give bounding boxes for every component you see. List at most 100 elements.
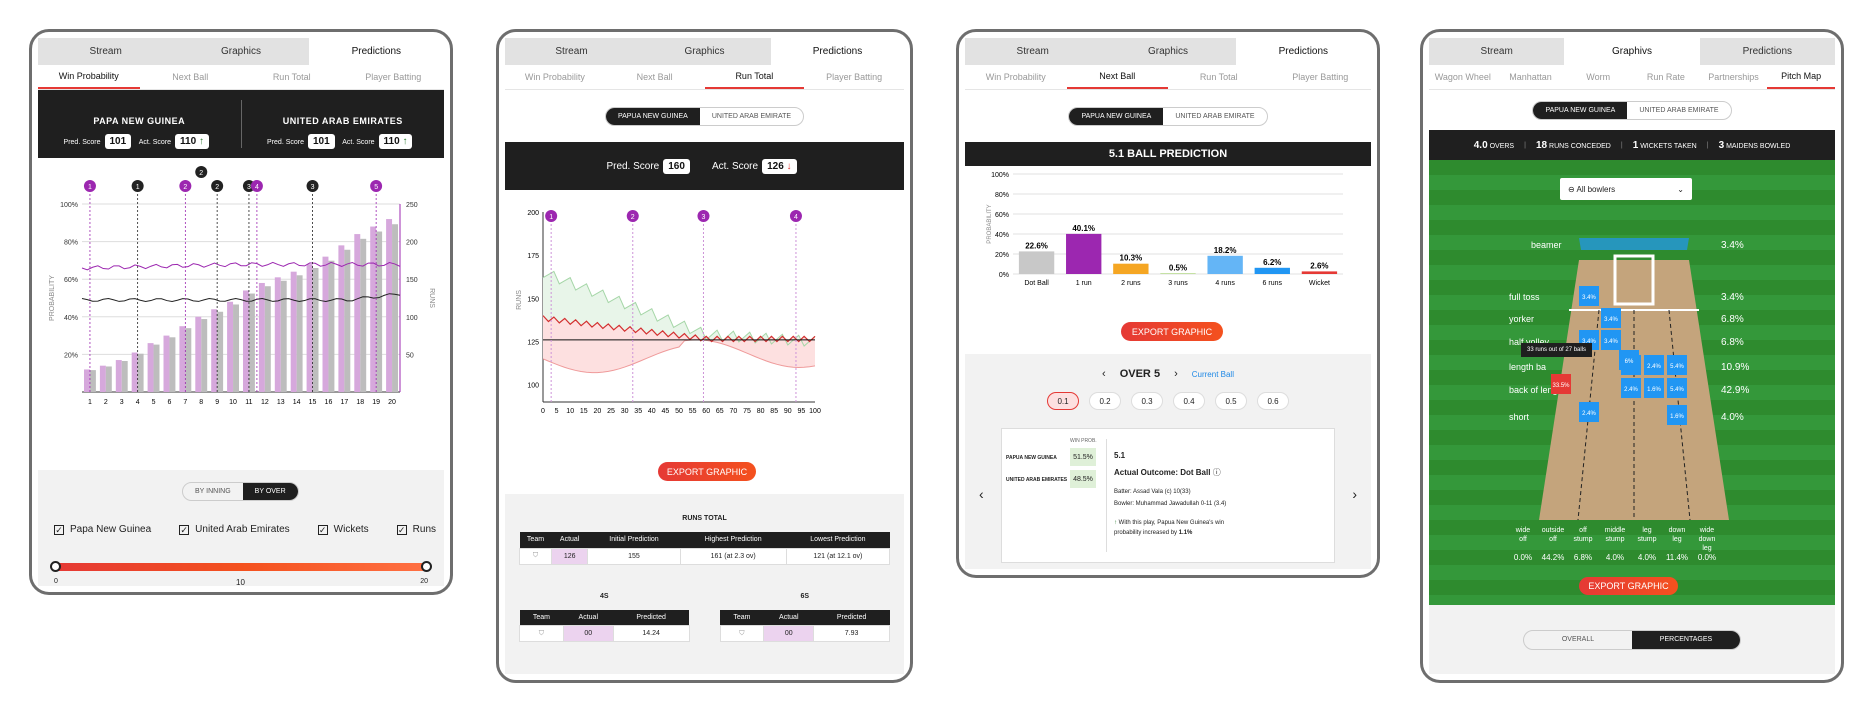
runs-bar-alt <box>217 311 224 392</box>
arrow-up-icon: ↑ <box>198 136 204 147</box>
team-uae-button[interactable]: UNITED ARAB EMIRATE <box>711 112 792 120</box>
checkbox-runs[interactable]: ✓ Runs <box>396 524 437 535</box>
subtab-player-batting[interactable]: Player Batting <box>826 72 883 82</box>
y-tick-label: 80% <box>995 192 1009 199</box>
subtab-worm[interactable]: Worm <box>1586 72 1611 82</box>
runs-bar-alt <box>296 275 303 392</box>
card-prev-icon[interactable]: ‹ <box>979 486 984 502</box>
subtab-win-probability[interactable]: Win Probability <box>985 72 1046 82</box>
team-png-button[interactable]: PAPUA NEW GUINEA <box>1069 107 1164 125</box>
checkbox-png[interactable]: ✓ Papa New Guinea <box>54 524 152 535</box>
card-next-icon[interactable]: › <box>1352 486 1357 502</box>
ball-button[interactable]: 0.4 <box>1173 392 1205 410</box>
subtab-win-probability[interactable]: Win Probability <box>38 65 140 89</box>
x-tick-label: 6 runs <box>1263 280 1283 287</box>
overall-button[interactable]: OVERALL <box>1561 636 1595 643</box>
pitch-cell-label: 1.6% <box>1647 387 1661 393</box>
score-header: PAPA NEW GUINEA Pred. Score 101 Act. Scor… <box>38 90 444 158</box>
bowler-dropdown[interactable]: ⊖ All bowlers ⌄ <box>1560 178 1692 200</box>
subtab-pitch-map[interactable]: Pitch Map <box>1767 65 1835 89</box>
subtab-player-batting[interactable]: Player Batting <box>365 72 422 82</box>
wicket-marker <box>370 180 383 192</box>
wicket-marker-label: 4 <box>794 214 798 221</box>
export-graphic-button[interactable]: EXPORT GRAPHIC <box>1579 577 1678 595</box>
tab-stream[interactable]: Stream <box>1016 46 1049 57</box>
ball-button[interactable]: 0.5 <box>1215 392 1247 410</box>
by-inning-button[interactable]: BY INNING <box>195 488 231 495</box>
slider-handle-left[interactable] <box>50 561 61 572</box>
wicket-marker-label: 1 <box>136 184 140 191</box>
tab-predictions[interactable]: Predictions <box>771 38 904 65</box>
view-toggle: OVERALL PERCENTAGES <box>1523 629 1741 650</box>
tab-stream[interactable]: Stream <box>555 46 588 57</box>
subtab-next-ball[interactable]: Next Ball <box>636 72 673 82</box>
slider-handle-right[interactable] <box>421 561 432 572</box>
subtab-next-ball[interactable]: Next Ball <box>1066 65 1168 89</box>
checkbox-wickets[interactable]: ✓ Wickets <box>317 524 369 535</box>
export-graphic-button[interactable]: EXPORT GRAPHIC <box>658 462 756 481</box>
chevron-left-icon[interactable]: ‹ <box>1102 368 1106 380</box>
percentages-button[interactable]: PERCENTAGES <box>1632 630 1740 649</box>
tab-stream[interactable]: Stream <box>89 46 122 57</box>
pred-label: Pred. Score <box>606 160 660 172</box>
team-pill: PAPUA NEW GUINEA UNITED ARAB EMIRATE <box>604 106 805 126</box>
chevron-right-icon[interactable]: › <box>1174 368 1178 380</box>
th-team: Team <box>519 532 552 548</box>
by-over-button[interactable]: BY OVER <box>242 483 298 500</box>
subtab-run-rate[interactable]: Run Rate <box>1646 72 1685 82</box>
ball-number: 5.1 <box>1114 451 1126 460</box>
info-icon[interactable]: ⓘ <box>1212 468 1221 477</box>
pitch-cell <box>1667 355 1687 375</box>
wickets-value: 1 <box>1632 139 1639 151</box>
runs-bar-alt <box>169 337 176 392</box>
ball-button[interactable]: 0.3 <box>1131 392 1163 410</box>
x-tick-label: 10 <box>566 408 574 415</box>
tab-graphics[interactable]: Graphics <box>1147 46 1188 57</box>
bowler: Bowler: Muhammad Jawadullah 0-11 (3.4) <box>1114 501 1227 507</box>
tab-predictions[interactable]: Predictions <box>308 38 444 65</box>
tab-graphics[interactable]: Graphivs <box>1564 38 1700 65</box>
subtab-run-total[interactable]: Run Total <box>704 65 805 89</box>
wicket-marker <box>211 180 224 192</box>
subtab-next-ball[interactable]: Next Ball <box>172 72 209 82</box>
subtab-manhattan[interactable]: Manhattan <box>1509 72 1552 82</box>
th-predicted: Predicted <box>813 609 890 626</box>
runs-bar <box>274 277 281 392</box>
tab-graphics[interactable]: Graphics <box>684 46 725 57</box>
over-range-slider[interactable] <box>54 563 428 571</box>
ball-button[interactable]: 0.1 <box>1047 392 1079 410</box>
length-pct: 3.4% <box>1721 292 1744 303</box>
subtab-run-total[interactable]: Run Total <box>1199 72 1238 82</box>
x-tick-label: 12 <box>261 399 269 406</box>
x-tick-label: 50 <box>675 408 683 415</box>
team-png-button[interactable]: PAPUA NEW GUINEA <box>1533 101 1628 119</box>
tab-stream[interactable]: Stream <box>1480 46 1513 57</box>
tab-predictions[interactable]: Predictions <box>1235 38 1371 65</box>
subtab-win-probability[interactable]: Win Probability <box>524 72 585 82</box>
team-shield-icon: ⛉ <box>719 625 765 642</box>
subtab-run-total[interactable]: Run Total <box>272 72 311 82</box>
y2-axis-label: RUNS <box>428 288 435 308</box>
tab-predictions[interactable]: Predictions <box>1742 46 1793 57</box>
runs-bar-alt <box>280 280 287 392</box>
current-ball-link[interactable]: Current Ball <box>1191 369 1234 379</box>
subtab-wagon-wheel[interactable]: Wagon Wheel <box>1434 72 1491 82</box>
ball-button[interactable]: 0.6 <box>1257 392 1289 410</box>
ball-button[interactable]: 0.2 <box>1089 392 1121 410</box>
tab-graphics[interactable]: Graphics <box>220 46 261 57</box>
line-label: outside <box>1542 527 1565 534</box>
team-uae-button[interactable]: UNITED ARAB EMIRATE <box>1639 106 1719 114</box>
lower-prediction-line <box>542 339 816 374</box>
length-label: full toss <box>1509 292 1540 302</box>
subtab-partnerships[interactable]: Partnerships <box>1708 72 1759 82</box>
checkbox-uae[interactable]: ✓ United Arab Emirates <box>179 524 290 535</box>
x-tick-label: 1 run <box>1076 280 1092 287</box>
pitch-cell <box>1579 402 1599 422</box>
team-png-button[interactable]: PAPUA NEW GUINEA <box>605 107 700 125</box>
subtab-player-batting[interactable]: Player Batting <box>1292 72 1349 82</box>
pitch-cell <box>1619 350 1639 370</box>
act-label: Act. Score <box>711 160 759 172</box>
team-uae-button[interactable]: UNITED ARAB EMIRATE <box>1175 112 1255 120</box>
export-graphic-button[interactable]: EXPORT GRAPHIC <box>1121 322 1223 341</box>
